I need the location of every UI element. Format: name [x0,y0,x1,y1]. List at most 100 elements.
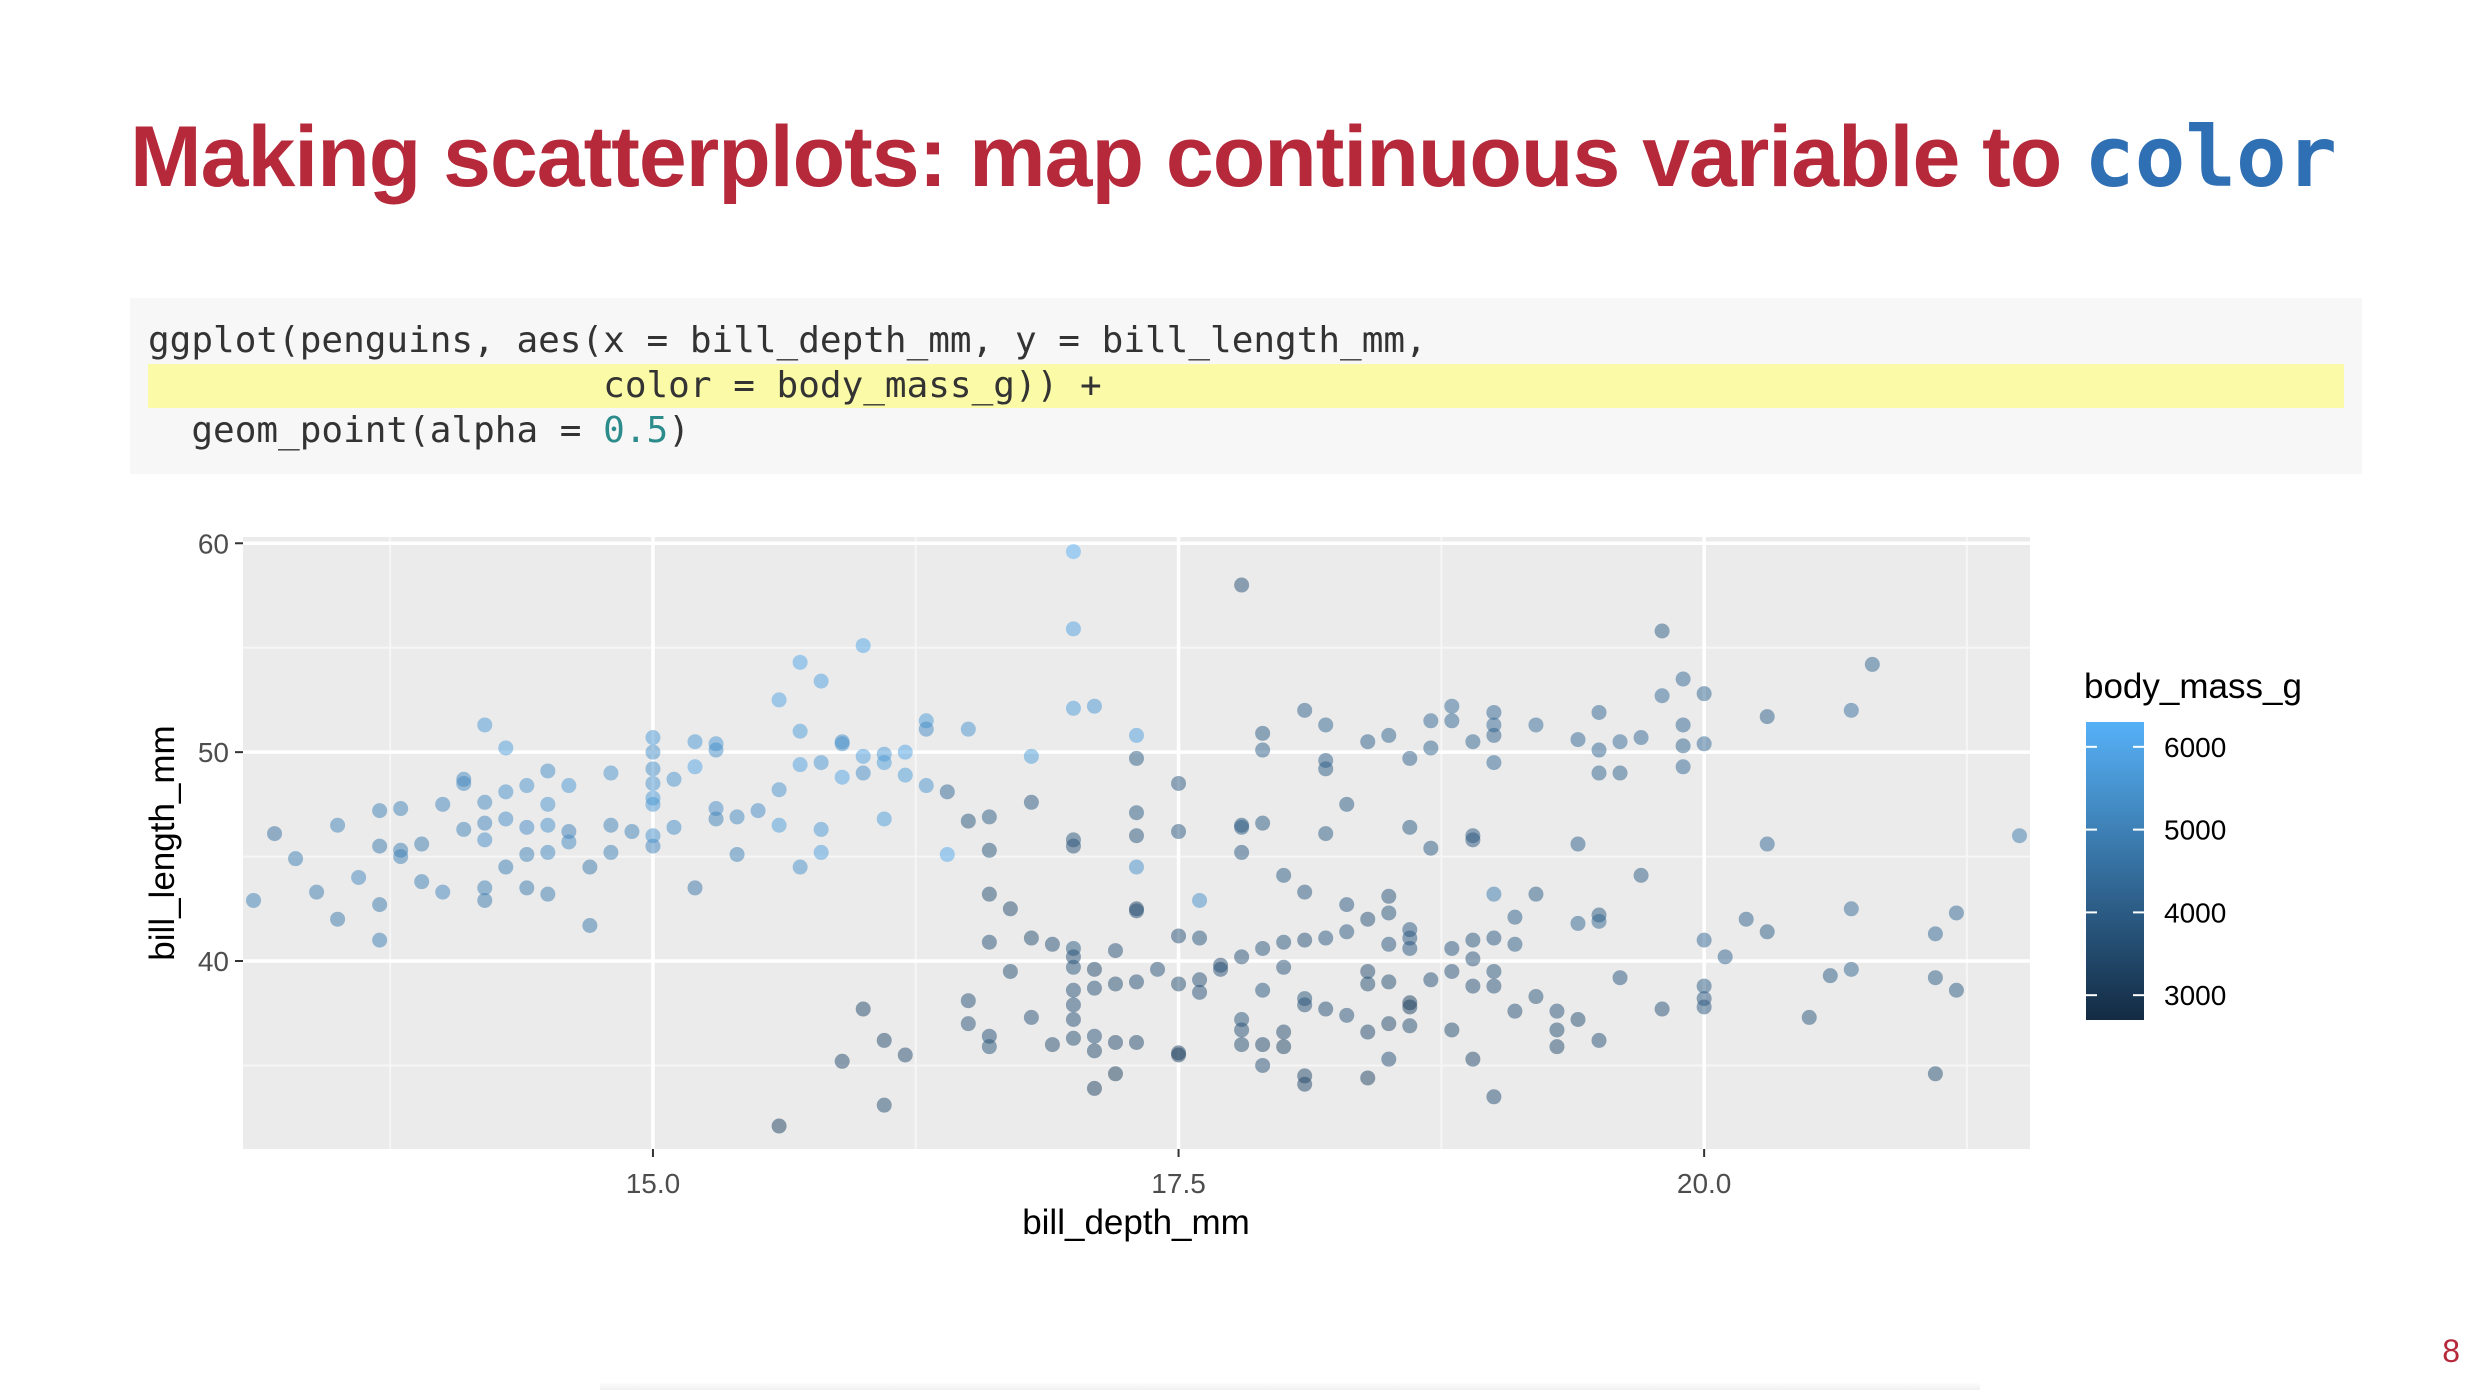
data-point [708,801,724,817]
data-point [1255,940,1271,956]
data-point [246,892,262,908]
data-point [1507,936,1523,952]
data-point [855,765,871,781]
data-point [729,846,745,862]
code-line-1: ggplot(penguins, aes(x = bill_depth_mm, … [148,320,1427,361]
data-point [1129,859,1144,875]
x-tick-label: 15.0 [626,1168,681,1199]
data-point [729,809,745,825]
data-point [540,796,556,812]
data-point [1107,976,1123,992]
data-point [1086,1028,1102,1044]
data-point [309,884,325,900]
data-point [960,1016,976,1032]
data-point [288,851,304,867]
data-point [750,803,766,819]
data-point [1339,897,1355,913]
data-point [1023,794,1039,810]
data-point [1192,930,1208,946]
data-point [330,911,346,927]
data-point [1402,930,1418,946]
data-point [540,886,556,902]
data-point [1612,765,1628,781]
legend-tick-label: 6000 [2164,732,2226,763]
data-point [1843,961,1859,977]
data-point [813,821,829,837]
data-point [981,1028,997,1044]
data-point [561,824,577,840]
data-point [1381,905,1397,921]
data-point [1759,836,1775,852]
data-point [1234,1011,1250,1027]
data-point [1276,1024,1292,1040]
data-point [1927,970,1943,986]
data-point [1339,924,1355,940]
data-point [1192,892,1208,908]
data-point [1360,976,1376,992]
data-point [1065,959,1081,975]
y-tick-label: 60 [198,528,229,559]
data-point [645,730,661,746]
data-point [1129,750,1144,766]
data-point [1381,888,1397,904]
data-point [1276,867,1292,883]
data-point [771,1118,787,1134]
data-point [1360,1024,1376,1040]
data-point [1044,1037,1060,1053]
y-axis-label: bill_length_mm [143,725,182,960]
data-point [1591,765,1607,781]
slide-title-text: Making scatterplots: map continuous vari… [130,109,2085,205]
data-point [1633,867,1649,883]
data-point [393,801,409,817]
data-point [1381,1016,1397,1032]
legend-tick-label: 4000 [2164,897,2226,928]
data-point [1444,940,1460,956]
data-point [1318,717,1334,733]
data-point [939,846,955,862]
data-point [1465,932,1481,948]
data-point [1927,1066,1943,1082]
data-point [1570,1011,1586,1027]
data-point [1318,826,1334,842]
data-point [1696,932,1712,948]
data-point [1402,750,1418,766]
data-point [1213,961,1229,977]
data-point [834,769,850,785]
data-point [855,1001,871,1017]
grid-lines [243,537,2030,1149]
data-point [897,744,913,760]
data-point [1086,698,1102,714]
data-point [477,794,493,810]
data-point [1171,976,1187,992]
data-point [1654,623,1670,639]
data-point [540,817,556,833]
data-point [1444,713,1460,729]
data-point [582,918,598,934]
data-point [1738,911,1754,927]
data-point [477,717,493,733]
data-point [687,880,703,896]
code-number: 0.5 [603,410,669,451]
data-point [1570,732,1586,748]
data-point [1486,978,1502,994]
data-point [666,819,682,835]
legend-tick-label: 5000 [2164,815,2226,846]
data-point [918,778,934,794]
x-axis-label: bill_depth_mm [1022,1203,1250,1242]
data-point [1192,972,1208,988]
data-point [792,859,808,875]
data-point [1107,943,1123,959]
data-point [771,692,787,708]
data-point [1402,1018,1418,1034]
data-point [1023,748,1039,764]
color-legend: body_mass_g 3000 4000 5000 6000 [2084,667,2302,1020]
data-point [1318,761,1334,777]
data-point [1486,1089,1502,1105]
data-point [435,884,451,900]
axes: 15.0 17.5 20.0 40 50 60 [198,528,1732,1199]
data-point [960,721,976,737]
data-point [1129,828,1144,844]
data-point [708,811,724,827]
code-line-3: geom_point(alpha = 0.5) [148,408,690,454]
